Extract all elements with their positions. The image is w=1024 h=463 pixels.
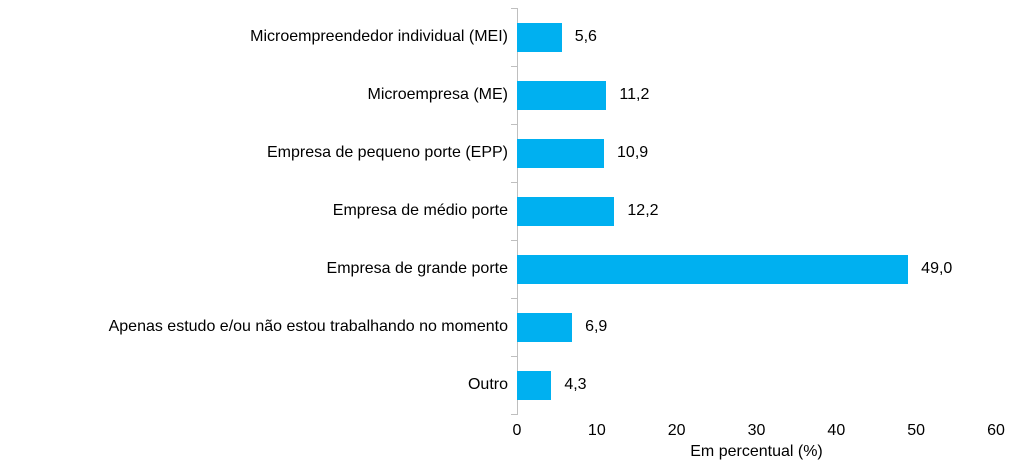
value-label: 6,9 xyxy=(585,318,608,335)
category-axis-tick xyxy=(511,298,517,299)
bar-row: Apenas estudo e/ou não estou trabalhando… xyxy=(0,298,996,356)
x-tick-label: 40 xyxy=(827,422,846,439)
category-axis-tick xyxy=(511,240,517,241)
x-tick-label: 30 xyxy=(747,422,766,439)
bar-track: 6,9 xyxy=(517,298,996,356)
category-axis-tick xyxy=(511,414,517,415)
value-label: 10,9 xyxy=(617,144,649,161)
category-label: Microempresa (ME) xyxy=(367,86,508,103)
category-axis-tick xyxy=(511,182,517,183)
x-tick-label: 0 xyxy=(512,422,522,439)
value-label: 4,3 xyxy=(564,376,587,393)
bar xyxy=(517,80,607,110)
category-label: Apenas estudo e/ou não estou trabalhando… xyxy=(108,318,508,335)
bar xyxy=(517,138,605,168)
bar-row: Microempreendedor individual (MEI) 5,6 xyxy=(0,8,996,66)
bar-track: 10,9 xyxy=(517,124,996,182)
value-label: 49,0 xyxy=(921,260,953,277)
bar-track: 12,2 xyxy=(517,182,996,240)
category-axis-tick xyxy=(511,66,517,67)
bar-track: 11,2 xyxy=(517,66,996,124)
bar xyxy=(517,254,909,284)
bar-track: 49,0 xyxy=(517,240,996,298)
category-axis-tick xyxy=(511,124,517,125)
bar-row: Microempresa (ME) 11,2 xyxy=(0,66,996,124)
x-tick-label: 50 xyxy=(907,422,926,439)
value-label: 12,2 xyxy=(627,202,659,219)
category-label: Empresa de grande porte xyxy=(326,260,508,277)
bar-track: 5,6 xyxy=(517,8,996,66)
value-label: 11,2 xyxy=(619,86,650,103)
value-axis: 0 10 20 30 40 50 60 xyxy=(513,422,1005,440)
x-tick-label: 60 xyxy=(987,422,1005,439)
bar-rows: Microempreendedor individual (MEI) 5,6 M… xyxy=(0,8,996,414)
bar-track: 4,3 xyxy=(517,356,996,414)
category-label: Outro xyxy=(467,376,508,393)
category-label: Microempreendedor individual (MEI) xyxy=(250,28,508,45)
category-axis-tick xyxy=(511,356,517,357)
category-label: Empresa de médio porte xyxy=(332,202,508,219)
bar-row: Empresa de médio porte 12,2 xyxy=(0,182,996,240)
bar-row: Empresa de grande porte 49,0 xyxy=(0,240,996,298)
bar-row: Empresa de pequeno porte (EPP) 10,9 xyxy=(0,124,996,182)
bar xyxy=(517,196,615,226)
bar xyxy=(517,370,552,400)
category-axis-tick xyxy=(511,8,517,9)
value-label: 5,6 xyxy=(574,28,597,45)
x-tick-label: 20 xyxy=(667,422,686,439)
bar xyxy=(517,22,562,52)
bar xyxy=(517,312,573,342)
bar-row: Outro 4,3 xyxy=(0,356,996,414)
category-label: Empresa de pequeno porte (EPP) xyxy=(266,144,508,161)
value-axis-title: Em percentual (%) xyxy=(690,443,823,460)
category-axis-ticks xyxy=(0,8,517,415)
x-tick-label: 10 xyxy=(587,422,606,439)
